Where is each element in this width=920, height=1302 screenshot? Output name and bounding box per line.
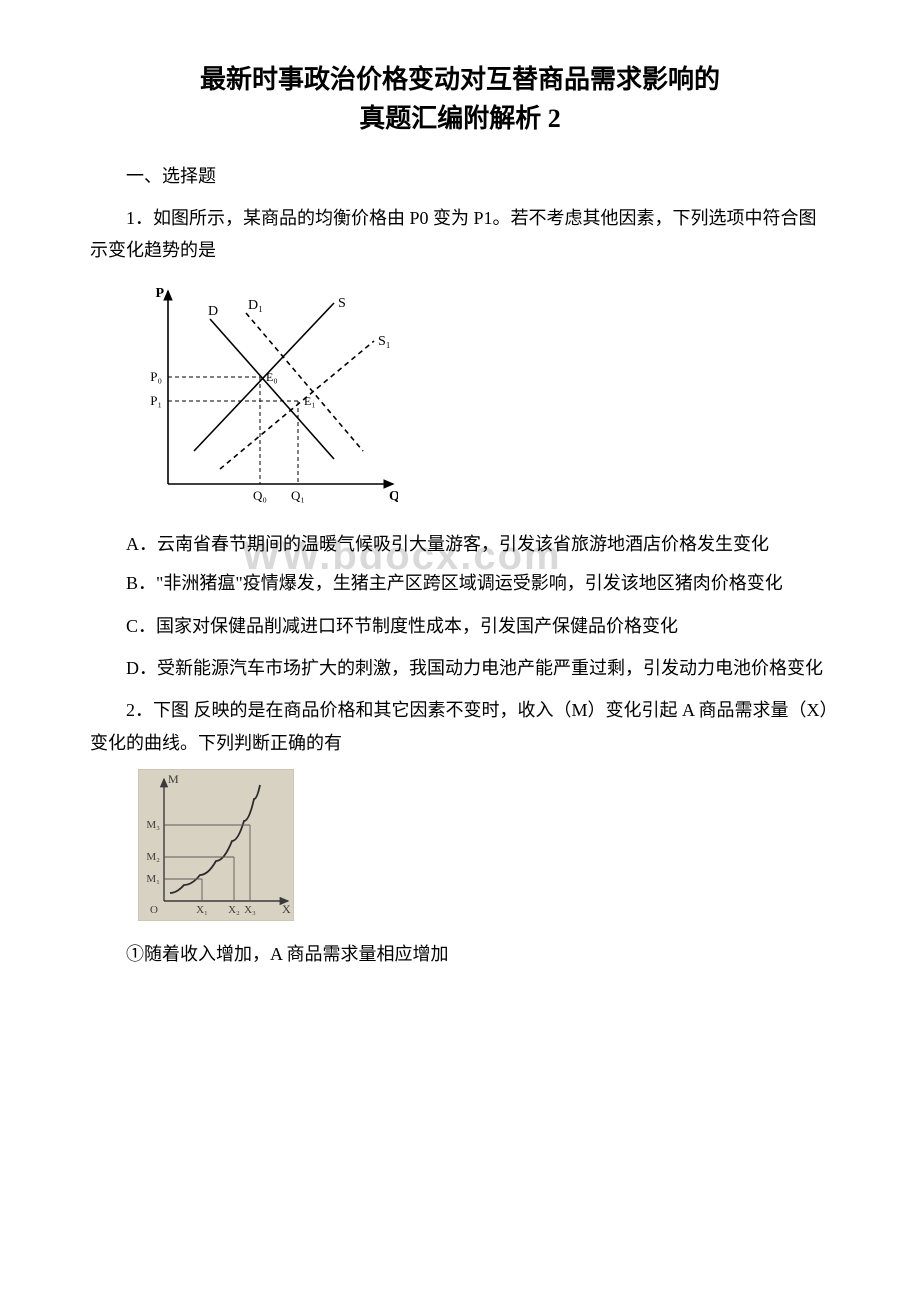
- svg-text:E₁: E₁: [304, 394, 316, 408]
- q1-chart: P Q D S D₁ S₁ P₀ Q₀ E₀ P₁ Q₁ E₁: [138, 279, 830, 514]
- svg-text:D₁: D₁: [248, 298, 263, 313]
- svg-text:X₁: X₁: [196, 904, 208, 916]
- q1-option-b: B．"非洲猪瘟"疫情爆发，生猪主产区跨区域调运受影响，引发该地区猪肉价格变化: [90, 567, 830, 599]
- q1-option-a: A．云南省春节期间的温暖气候吸引大量游客，引发该省旅游地酒店价格发生变化: [90, 528, 830, 560]
- q2-intro: 2．下图 反映的是在商品价格和其它因素不变时，收入（M）变化引起 A 商品需求量…: [90, 694, 830, 759]
- q1-option-d: D．受新能源汽车市场扩大的刺激，我国动力电池产能严重过剩，引发动力电池价格变化: [90, 652, 830, 684]
- q1-option-c: C．国家对保健品削减进口环节制度性成本，引发国产保健品价格变化: [90, 610, 830, 642]
- income-demand-diagram: M₁ X₁ M₂ X₂ M₃ X₃ M X O: [138, 769, 294, 921]
- svg-text:S₁: S₁: [378, 334, 391, 349]
- svg-text:Q₁: Q₁: [291, 488, 305, 503]
- title-line-2: 真题汇编附解析 2: [359, 104, 561, 133]
- svg-text:Q: Q: [389, 489, 398, 504]
- svg-text:O: O: [150, 904, 158, 916]
- svg-text:P₁: P₁: [150, 393, 162, 408]
- svg-text:D: D: [208, 304, 218, 319]
- svg-text:M: M: [168, 772, 179, 786]
- svg-text:E₀: E₀: [266, 370, 278, 384]
- section-heading: 一、选择题: [90, 162, 830, 188]
- svg-text:P₀: P₀: [150, 369, 162, 384]
- svg-text:M₁: M₁: [146, 873, 160, 885]
- svg-text:Q₀: Q₀: [253, 488, 267, 503]
- svg-text:M₂: M₂: [146, 851, 160, 863]
- q2-chart: M₁ X₁ M₂ X₂ M₃ X₃ M X O: [138, 769, 830, 926]
- svg-text:M₃: M₃: [146, 819, 160, 831]
- svg-text:X₂: X₂: [228, 904, 240, 916]
- supply-demand-diagram: P Q D S D₁ S₁ P₀ Q₀ E₀ P₁ Q₁ E₁: [138, 279, 398, 509]
- svg-text:P: P: [155, 286, 164, 301]
- svg-text:S: S: [338, 296, 346, 311]
- svg-text:X₃: X₃: [244, 904, 256, 916]
- q1-intro: 1．如图所示，某商品的均衡价格由 P0 变为 P1。若不考虑其他因素，下列选项中…: [90, 202, 830, 267]
- svg-text:X: X: [282, 902, 291, 916]
- title-line-1: 最新时事政治价格变动对互替商品需求影响的: [200, 65, 720, 94]
- q2-point-1: ①随着收入增加，A 商品需求量相应增加: [90, 938, 830, 970]
